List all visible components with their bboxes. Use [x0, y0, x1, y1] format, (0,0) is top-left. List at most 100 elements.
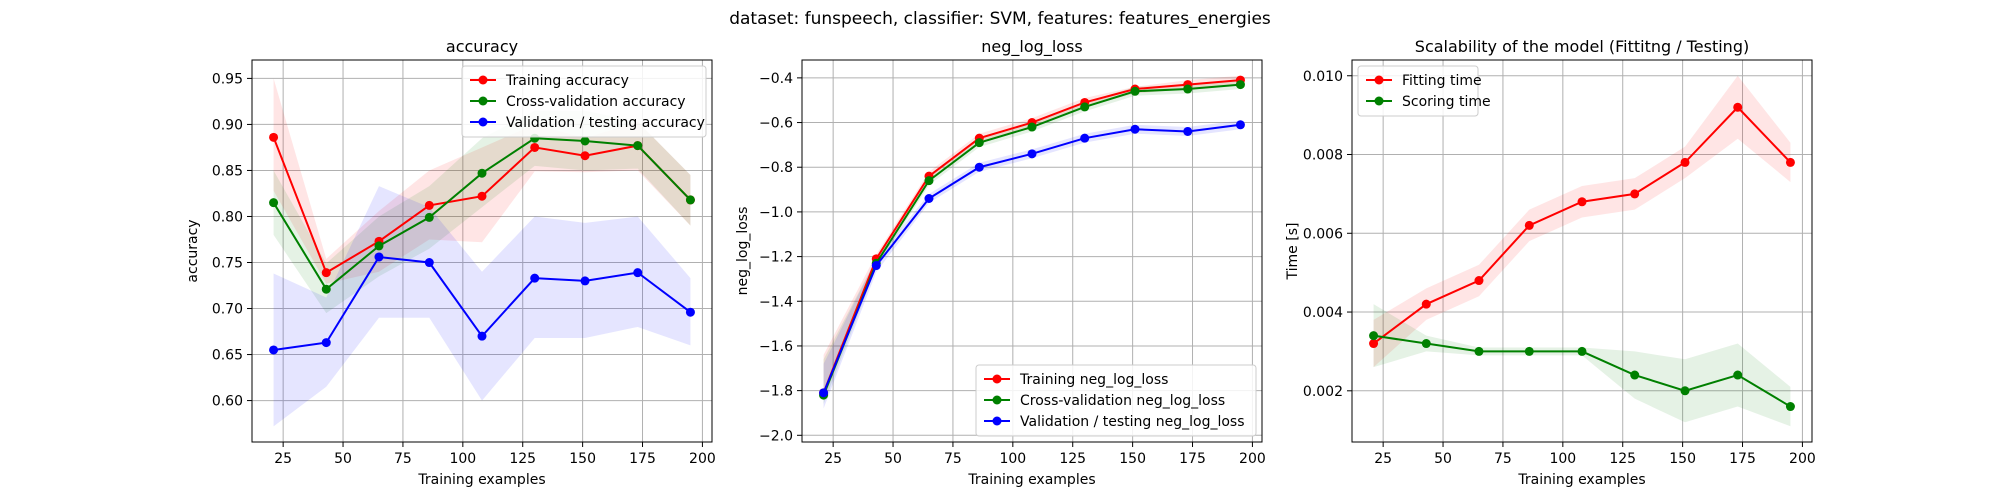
point-series-0 — [321, 268, 331, 278]
x-tick-label: 75 — [1494, 451, 1512, 467]
point-series-2 — [477, 331, 487, 341]
y-tick-label: 0.90 — [212, 117, 243, 133]
chart-accuracy: 25 50 75 100 125 150 175 200 0.60 0.65 0.70 0.75 0.8… — [185, 37, 716, 488]
point-series-1 — [633, 141, 643, 151]
point-series-1 — [269, 198, 279, 208]
x-tick-label: 175 — [629, 451, 656, 467]
legend-entry: Validation / testing accuracy — [506, 115, 705, 131]
chart-neg-log-loss: 25 50 75 100 125 150 175 200 −2.0 −1.8 −1.6 −1.4 −1.… — [735, 37, 1266, 488]
y-axis-label: accuracy — [185, 219, 201, 282]
grid — [1352, 60, 1812, 442]
x-tick-label: 125 — [509, 451, 536, 467]
point-series-2 — [1183, 126, 1193, 136]
legend-marker — [992, 395, 1002, 405]
x-tick-label: 75 — [394, 451, 412, 467]
point-series-1 — [424, 212, 434, 222]
point-series-2 — [424, 258, 434, 268]
y-tick-label: 0.85 — [212, 163, 243, 179]
point-series-1 — [321, 284, 331, 294]
y-tick-label: −0.8 — [759, 160, 793, 176]
point-series-0 — [1680, 157, 1690, 167]
point-series-0 — [1369, 339, 1379, 349]
plot-frame — [1351, 59, 1813, 443]
point-series-1 — [1577, 346, 1587, 356]
y-tick-label: 0.65 — [212, 348, 243, 364]
point-series-2 — [871, 261, 881, 271]
y-tick-label: 0.010 — [1303, 69, 1343, 85]
y-tick-label: 0.60 — [212, 394, 243, 410]
point-series-1 — [1080, 102, 1090, 112]
point-series-2 — [924, 194, 934, 204]
x-tick-label: 200 — [1789, 451, 1816, 467]
point-series-1 — [1680, 386, 1690, 396]
legend-entry: Scoring time — [1402, 94, 1491, 110]
x-tick-label: 200 — [1239, 451, 1266, 467]
point-series-0 — [580, 151, 590, 161]
point-series-0 — [1474, 276, 1484, 286]
point-series-1 — [685, 195, 695, 205]
y-tick-label: 0.70 — [212, 302, 243, 318]
y-tick-label: −0.6 — [759, 116, 793, 132]
y-tick-label: −1.4 — [759, 294, 793, 310]
point-series-1 — [1733, 370, 1743, 380]
band-series-0 — [273, 78, 691, 284]
point-series-2 — [1027, 149, 1037, 159]
legend-entry: Fitting time — [1402, 73, 1482, 89]
x-tick-label: 50 — [884, 451, 902, 467]
point-series-0 — [1733, 102, 1743, 112]
point-series-1 — [477, 168, 487, 178]
x-tick-label: 150 — [569, 451, 596, 467]
y-tick-label: 0.80 — [212, 209, 243, 225]
x-axis-label: Training examples — [1517, 472, 1645, 488]
legend-marker — [1374, 96, 1384, 106]
point-series-1 — [1027, 122, 1037, 132]
point-series-0 — [1785, 157, 1795, 167]
x-tick-label: 125 — [1609, 451, 1636, 467]
point-series-1 — [1630, 370, 1640, 380]
chart-scalability: 25 50 75 100 125 150 175 200 0.002 0.004 0.006 0.00… — [1285, 37, 1816, 488]
x-tick-label: 150 — [1669, 451, 1696, 467]
y-tick-label: −1.2 — [759, 250, 793, 266]
point-series-2 — [685, 307, 695, 317]
legend: Fitting time Scoring time — [1357, 65, 1491, 117]
band-series-0 — [1373, 75, 1791, 368]
chart-title: neg_log_loss — [981, 37, 1082, 57]
y-axis-label: neg_log_loss — [735, 207, 751, 296]
y-tick-label: −1.0 — [759, 205, 793, 221]
x-tick-label: 25 — [274, 451, 292, 467]
point-series-2 — [974, 162, 984, 172]
x-tick-label: 125 — [1059, 451, 1086, 467]
point-series-0 — [1421, 299, 1431, 309]
x-tick-label: 175 — [1729, 451, 1756, 467]
x-tick-label: 100 — [999, 451, 1026, 467]
y-tick-label: −2.0 — [759, 428, 793, 444]
legend-box — [461, 65, 707, 138]
y-tick-label: 0.004 — [1303, 305, 1343, 321]
x-tick-label: 50 — [1434, 451, 1452, 467]
chart-title: accuracy — [446, 37, 518, 56]
plot-frame — [801, 59, 1263, 443]
point-series-1 — [924, 176, 934, 186]
point-series-0 — [530, 142, 540, 152]
point-series-2 — [1080, 133, 1090, 143]
point-series-0 — [269, 132, 279, 142]
band-series-1 — [1373, 304, 1791, 427]
y-tick-label: 0.006 — [1303, 226, 1343, 242]
x-tick-label: 50 — [334, 451, 352, 467]
x-tick-label: 175 — [1179, 451, 1206, 467]
x-tick-label: 100 — [1549, 451, 1576, 467]
y-tick-label: −1.8 — [759, 384, 793, 400]
point-series-0 — [1577, 197, 1587, 207]
y-tick-label: −0.4 — [759, 71, 793, 87]
legend-entry: Training accuracy — [505, 73, 629, 89]
x-axis-label: Training examples — [967, 472, 1095, 488]
point-series-0 — [477, 191, 487, 201]
point-series-2 — [321, 338, 331, 348]
y-tick-label: 0.002 — [1303, 384, 1343, 400]
point-series-2 — [1235, 120, 1245, 130]
point-series-2 — [269, 345, 279, 355]
x-tick-label: 25 — [824, 451, 842, 467]
point-series-0 — [1630, 189, 1640, 199]
point-series-2 — [633, 268, 643, 278]
